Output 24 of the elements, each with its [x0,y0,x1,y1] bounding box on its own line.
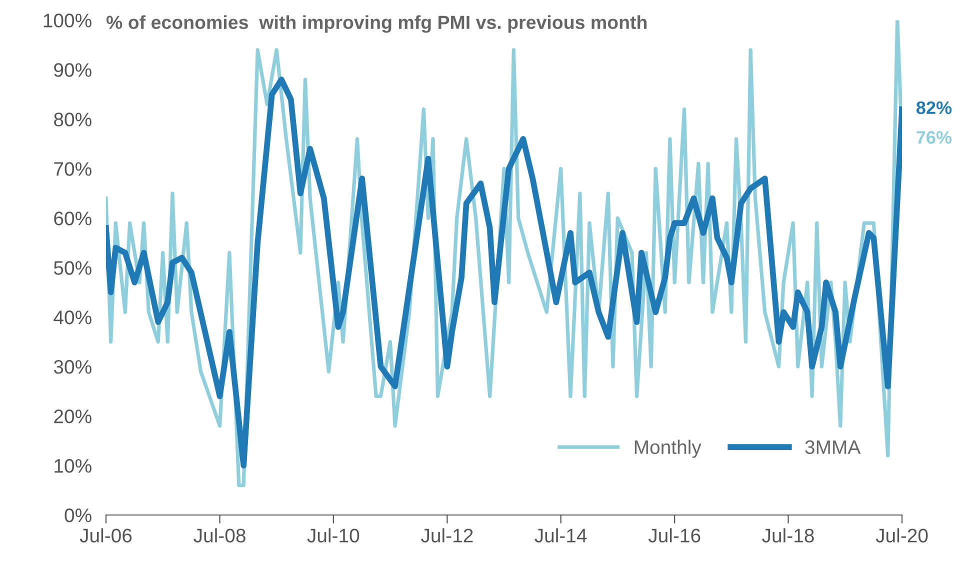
y-tick-label: 30% [54,360,92,374]
y-tick-label: 70% [54,162,92,176]
y-tick-label: 0% [64,508,92,522]
x-tick-label: Jul-14 [534,528,587,542]
y-tick-label: 50% [54,261,92,275]
x-tick-label: Jul-08 [194,528,246,542]
y-tick-label: 40% [54,310,92,324]
data-label: 76% [916,131,952,144]
y-tick-label: 20% [54,410,92,424]
legend-label: 3MMA [805,440,861,454]
x-tick-label: Jul-12 [421,528,473,542]
chart-title: % of economies with improving mfg PMI vs. previous month [106,15,647,33]
x-tick-label: Jul-06 [80,528,132,542]
legend-label: Monthly [634,440,702,458]
y-tick-label: 10% [54,458,92,473]
y-tick-label: 100% [44,14,92,28]
x-tick-label: Jul-18 [762,528,814,542]
x-tick-label: Jul-10 [307,528,360,542]
y-tick-label: 90% [54,63,92,77]
x-tick-label: Jul-20 [876,528,928,542]
y-tick-label: 60% [54,212,92,226]
y-tick-label: 80% [54,112,92,126]
data-label: 82% [916,101,952,114]
x-tick-label: Jul-16 [648,528,700,542]
